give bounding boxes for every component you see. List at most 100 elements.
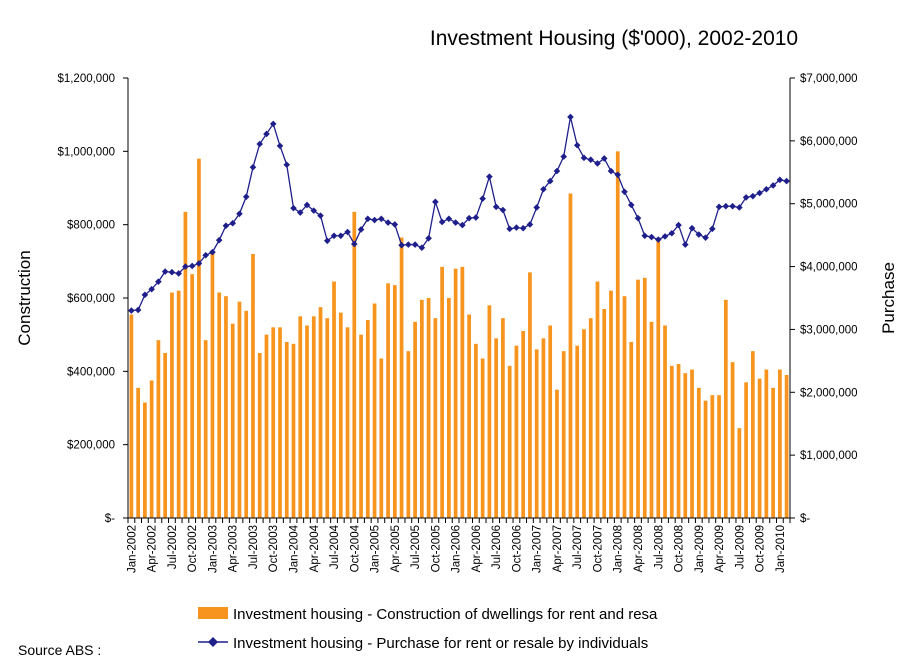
construction-bar — [284, 342, 289, 518]
x-tick-label: Jul-2004 — [329, 524, 341, 569]
x-tick-label: Apr-2006 — [471, 525, 483, 572]
purchase-point — [269, 120, 277, 128]
x-tick-label: Oct-2007 — [592, 525, 604, 572]
purchase-point — [188, 262, 196, 270]
construction-bar — [318, 307, 323, 518]
purchase-point — [445, 215, 453, 223]
construction-bar — [622, 296, 627, 518]
x-tick-label: Jan-2006 — [451, 525, 463, 573]
left-tick-label: $- — [105, 513, 115, 525]
purchase-point — [161, 268, 169, 275]
construction-bar — [136, 387, 140, 518]
purchase-point — [452, 219, 459, 226]
right-tick-label: $3,000,000 — [800, 324, 858, 336]
construction-bar — [359, 334, 363, 518]
x-tick-label: Jul-2009 — [734, 525, 746, 569]
construction-bar — [413, 321, 417, 518]
construction-bar — [426, 298, 431, 518]
construction-bar — [244, 310, 249, 518]
purchase-line — [128, 113, 790, 314]
construction-bar — [224, 296, 228, 518]
left-tick-label: $800,000 — [67, 220, 115, 232]
construction-bar — [757, 378, 762, 518]
x-tick-label: Apr-2003 — [228, 525, 240, 572]
legend-diamond-marker — [208, 637, 218, 647]
construction-bar — [730, 362, 735, 518]
purchase-polyline — [131, 116, 787, 312]
x-tick-label: Apr-2002 — [147, 525, 159, 572]
purchase-point — [769, 182, 777, 189]
purchase-point — [513, 224, 520, 231]
construction-bar — [561, 351, 566, 518]
x-tick-label: Apr-2009 — [714, 525, 726, 572]
x-tick-label: Oct-2008 — [674, 525, 686, 572]
x-tick-label: Apr-2005 — [390, 525, 402, 572]
purchase-point — [242, 193, 250, 201]
right-tick-label: $7,000,000 — [800, 73, 858, 85]
purchase-point — [600, 155, 608, 162]
left-axis-title: Construction — [15, 250, 34, 345]
construction-bar — [156, 340, 161, 518]
right-axis-ticks: $- $1,000,000 $2,000,000 $3,000,000 $4,000,0… — [790, 73, 858, 525]
construction-bar — [609, 290, 613, 518]
purchase-point — [168, 268, 176, 276]
construction-bar — [649, 321, 654, 518]
left-tick-label: $200,000 — [67, 440, 115, 452]
purchase-point — [371, 216, 378, 224]
construction-bar — [568, 193, 573, 518]
x-tick-label: Oct-2005 — [430, 525, 442, 572]
purchase-point — [378, 215, 385, 223]
purchase-point — [337, 232, 345, 240]
construction-bar — [575, 345, 580, 518]
construction-bar — [264, 334, 269, 518]
purchase-point — [398, 241, 405, 249]
construction-bar — [541, 338, 546, 518]
x-tick-label: Apr-2007 — [552, 525, 564, 572]
construction-bar — [379, 358, 384, 518]
construction-bar — [555, 389, 559, 518]
x-tick-label: Oct-2004 — [349, 524, 361, 572]
purchase-point — [344, 228, 351, 236]
x-tick-label: Jan-2007 — [532, 525, 544, 573]
purchase-point — [236, 210, 243, 218]
construction-bar — [291, 343, 296, 518]
construction-bar — [467, 314, 471, 518]
left-tick-label: $1,200,000 — [57, 73, 115, 85]
purchase-point — [128, 307, 135, 314]
purchase-point — [654, 236, 662, 243]
construction-bar — [447, 298, 451, 518]
purchase-point — [702, 234, 709, 241]
construction-bar — [372, 303, 377, 518]
right-tick-label: $1,000,000 — [800, 450, 858, 462]
right-axis-title: Purchase — [879, 262, 898, 334]
construction-bar — [474, 343, 478, 518]
purchase-point — [263, 130, 270, 138]
construction-bar — [582, 329, 586, 518]
purchase-point — [249, 163, 257, 171]
purchase-point — [276, 142, 284, 150]
x-tick-label: Jan-2009 — [694, 525, 706, 573]
construction-bar — [676, 364, 681, 518]
purchase-point — [749, 192, 757, 200]
construction-bar — [433, 318, 438, 518]
construction-bar — [183, 211, 188, 519]
construction-bar — [392, 285, 397, 518]
x-tick-label: Oct-2003 — [268, 525, 280, 572]
purchase-point — [432, 198, 439, 206]
construction-bar — [251, 254, 255, 518]
purchase-point — [688, 224, 696, 232]
purchase-point — [695, 231, 703, 238]
purchase-point — [134, 306, 142, 314]
construction-bar — [230, 323, 235, 518]
construction-bar — [528, 272, 532, 518]
x-tick-label: Jul-2006 — [491, 525, 503, 569]
construction-bar — [683, 373, 688, 518]
purchase-point — [506, 225, 513, 233]
legend-bar-swatch — [198, 607, 228, 619]
purchase-point — [709, 225, 716, 233]
purchase-point — [587, 156, 595, 164]
purchase-point — [459, 221, 466, 229]
construction-bar — [453, 268, 458, 518]
purchase-point — [560, 153, 568, 160]
purchase-point — [668, 229, 676, 237]
